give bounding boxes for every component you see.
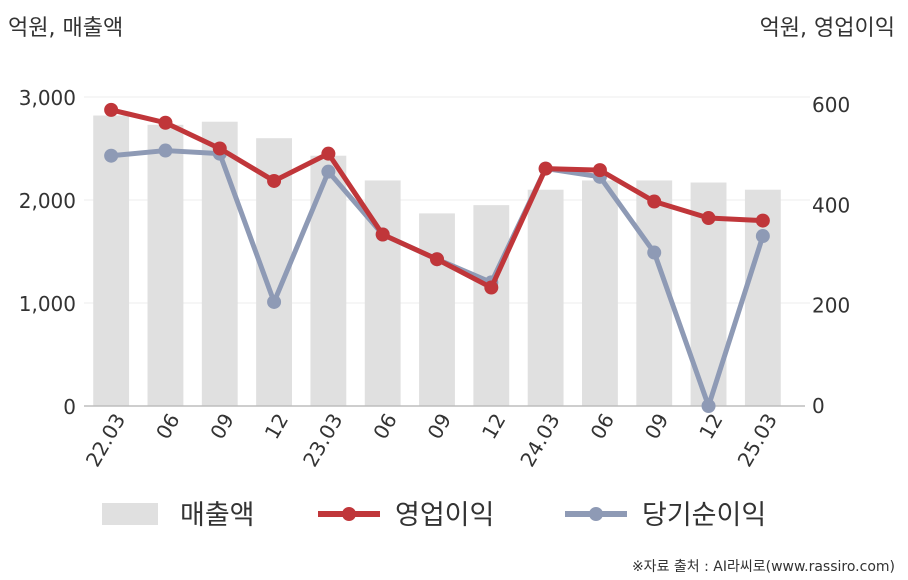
legend-swatch-revenue [102,503,158,525]
point-operating-profit [158,115,173,130]
axes: 3,000 2,000 1,000 0 600 400 200 0 [19,86,850,419]
y-left-tick-label: 3,000 [19,86,76,110]
point-net-income [158,143,173,158]
bar-revenue [93,115,130,406]
point-operating-profit [647,194,662,209]
legend-label-net-income: 당기순이익 [642,500,766,531]
legend: 매출액 영업이익 당기순이익 [102,500,766,531]
y-right-tick-label: 600 [812,93,850,117]
point-operating-profit [430,252,444,267]
point-operating-profit [701,211,716,226]
point-net-income [647,245,662,260]
point-net-income [701,399,716,413]
left-axis-unit: 억원, 매출액 [8,16,123,41]
y-left-tick-label: 1,000 [19,292,76,316]
x-tick-label: 22.03 [81,409,130,471]
y-left-tick-label: 2,000 [19,189,76,213]
point-operating-profit [375,227,390,242]
right-axis-unit: 억원, 영업이익 [760,16,895,41]
legend-marker-operating-profit [342,507,356,521]
x-tick-label: 09 [205,409,239,443]
legend-marker-net-income [589,507,603,521]
x-tick-label: 24.03 [515,409,564,471]
legend-label-revenue: 매출액 [180,500,255,531]
point-net-income [321,164,336,179]
point-net-income [267,294,282,309]
x-tick-label: 12 [260,409,294,443]
point-net-income [755,229,770,244]
point-operating-profit [321,146,336,161]
point-operating-profit [592,163,607,178]
bar-revenue [582,180,618,406]
legend-label-operating-profit: 영업이익 [395,500,494,531]
bar-revenue [201,121,238,406]
x-tick-label: 06 [586,409,620,443]
point-operating-profit [267,173,282,188]
lines [104,102,770,413]
point-operating-profit [755,213,770,228]
y-right-tick-label: 0 [812,394,825,418]
bar-revenue [473,205,510,406]
x-tick-label: 06 [151,409,185,443]
x-tick-label: 25.03 [733,409,782,471]
x-tick-label: 23.03 [298,409,347,471]
source-note: ※자료 출처 : AI라씨로(www.rassiro.com) [632,559,895,575]
y-left-tick-label: 0 [63,395,76,419]
x-tick-label: 12 [477,409,511,443]
x-tick-label: 12 [694,409,728,443]
point-operating-profit [104,102,119,117]
bar-revenue [147,124,184,406]
y-right-tick-label: 400 [812,193,850,217]
x-tick-label: 09 [640,409,674,443]
bar-revenue [310,155,347,406]
point-net-income [104,148,119,163]
bar-revenue [527,189,564,406]
x-tick-label: 06 [368,409,402,443]
point-operating-profit [484,280,499,295]
x-tick-label: 09 [423,409,457,443]
point-operating-profit [212,141,227,156]
x-tick-labels: 22.03 06 09 12 23.03 06 09 12 24.03 06 09 12 25.03 [81,409,782,471]
bar-revenue [419,213,455,406]
y-right-tick-label: 200 [812,294,850,318]
point-operating-profit [538,161,553,176]
